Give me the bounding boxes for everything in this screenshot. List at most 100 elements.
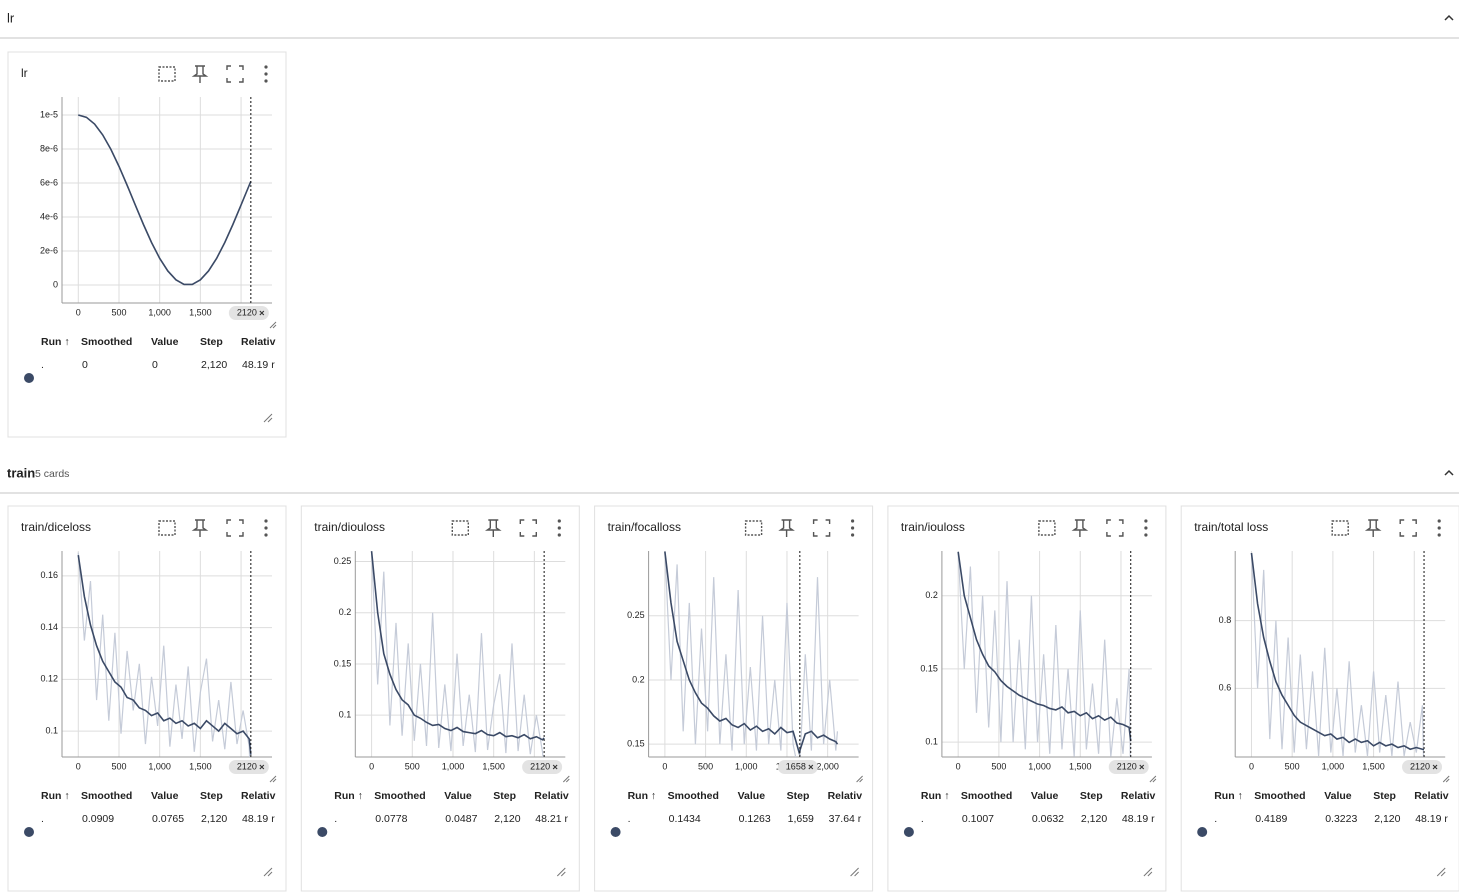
pin-button[interactable] bbox=[1071, 519, 1089, 537]
cursor-label: 1658 bbox=[786, 761, 806, 771]
cursor-badge[interactable] bbox=[1402, 760, 1443, 774]
cursor-close[interactable] bbox=[259, 310, 265, 316]
resize-handle bbox=[562, 775, 570, 783]
cursor-badge[interactable] bbox=[777, 760, 818, 774]
y-tick-label: 6e-6 bbox=[40, 177, 58, 187]
x-tick-label: 0 bbox=[76, 307, 81, 317]
x-tick-label: 1,500 bbox=[189, 307, 212, 317]
card: lr02e-64e-66e-68e-61e-505001,0001,5002,0… bbox=[7, 51, 287, 438]
fullscreen-button[interactable] bbox=[812, 519, 831, 537]
fit-domain-button[interactable] bbox=[1331, 520, 1349, 536]
table-header[interactable]: Relativ bbox=[1414, 790, 1449, 802]
pin-button[interactable] bbox=[484, 519, 502, 537]
table-header[interactable]: Value bbox=[1031, 790, 1059, 802]
table-header[interactable]: Smoothed bbox=[961, 790, 1012, 802]
table-cell: 1,659 bbox=[788, 813, 814, 825]
more-button[interactable] bbox=[1144, 519, 1148, 537]
more-button[interactable] bbox=[264, 65, 268, 83]
fit-domain-button[interactable] bbox=[1038, 520, 1056, 536]
resize-handle bbox=[856, 775, 863, 783]
x-tick-label: 500 bbox=[698, 761, 713, 771]
collapse-button[interactable] bbox=[1444, 469, 1454, 476]
run-color bbox=[1197, 827, 1208, 837]
table-header[interactable]: Step bbox=[1373, 790, 1396, 802]
more-button[interactable] bbox=[557, 519, 561, 537]
fit-domain-button[interactable] bbox=[451, 520, 469, 536]
card-frame bbox=[7, 505, 287, 892]
pin-button[interactable] bbox=[191, 519, 209, 537]
table-header[interactable]: Smoothed bbox=[374, 790, 425, 802]
card-toolbar bbox=[158, 65, 268, 83]
table-header[interactable]: Smoothed bbox=[1254, 790, 1305, 802]
series-line bbox=[957, 551, 1131, 757]
table-header[interactable]: Smoothed bbox=[81, 790, 132, 802]
dot bbox=[1144, 526, 1148, 530]
card: train/diceloss 0.1 0.12 0.14 0.16 0 500 1,000 1,… bbox=[7, 505, 287, 892]
pin-button[interactable] bbox=[778, 519, 795, 537]
dot bbox=[851, 526, 855, 530]
table-header[interactable]: Run ↑ bbox=[334, 790, 363, 802]
table-header[interactable]: Run ↑ bbox=[921, 790, 950, 802]
table-header[interactable]: Run ↑ bbox=[1214, 790, 1243, 802]
table-header[interactable]: Value bbox=[151, 336, 179, 348]
table-header[interactable]: Step bbox=[200, 336, 223, 348]
card-title: train/total loss bbox=[1194, 520, 1268, 534]
table-header[interactable]: Step bbox=[787, 790, 810, 802]
table-header[interactable]: Relativ bbox=[241, 336, 276, 348]
table-cell: 2,120 bbox=[1081, 813, 1107, 825]
fullscreen-button[interactable] bbox=[519, 519, 537, 537]
fit-domain-button[interactable] bbox=[158, 520, 176, 536]
header-shadow bbox=[0, 37, 1459, 39]
table-header[interactable]: Smoothed bbox=[668, 790, 719, 802]
cursor-close[interactable] bbox=[552, 764, 558, 770]
x-tick-label: 500 bbox=[111, 761, 126, 771]
cursor-badge[interactable] bbox=[522, 760, 563, 774]
dot bbox=[1437, 533, 1441, 537]
fullscreen-button[interactable] bbox=[226, 65, 244, 83]
cursor-close[interactable] bbox=[1432, 764, 1438, 770]
table-header[interactable]: Relativ bbox=[241, 790, 276, 802]
table-cell: 0.4189 bbox=[1255, 813, 1287, 825]
more-button[interactable] bbox=[264, 519, 268, 537]
card-toolbar bbox=[744, 519, 855, 537]
cursor-badge[interactable] bbox=[228, 306, 269, 320]
table-header[interactable]: Value bbox=[1324, 790, 1352, 802]
cursor-badge[interactable] bbox=[1108, 760, 1149, 774]
table-header[interactable]: Value bbox=[444, 790, 472, 802]
x-tick-label: 1,000 bbox=[1322, 761, 1345, 771]
more-button[interactable] bbox=[1437, 519, 1441, 537]
table-header[interactable]: Value bbox=[738, 790, 766, 802]
fullscreen-button[interactable] bbox=[226, 519, 244, 537]
y-tick-label: 0.12 bbox=[40, 674, 58, 684]
card-toolbar bbox=[451, 519, 561, 537]
fit-domain-button[interactable] bbox=[158, 66, 176, 82]
pin-button[interactable] bbox=[1364, 519, 1382, 537]
table-header[interactable]: Run ↑ bbox=[628, 790, 657, 802]
cursor-badge[interactable] bbox=[228, 760, 269, 774]
more-button[interactable] bbox=[851, 519, 855, 537]
cursor-close[interactable] bbox=[808, 764, 814, 770]
table-cell: 0.0909 bbox=[82, 813, 114, 825]
fullscreen-button[interactable] bbox=[1399, 519, 1417, 537]
collapse-button[interactable] bbox=[1444, 14, 1454, 21]
table-header[interactable]: Run ↑ bbox=[41, 790, 70, 802]
y-tick-label: 0.25 bbox=[334, 556, 352, 566]
table-header[interactable]: Smoothed bbox=[81, 336, 132, 348]
table-header[interactable]: Run ↑ bbox=[41, 336, 70, 348]
table-header[interactable]: Relativ bbox=[1121, 790, 1156, 802]
table-header[interactable]: Step bbox=[200, 790, 223, 802]
card-frame bbox=[300, 505, 580, 892]
pin-button[interactable] bbox=[191, 65, 209, 83]
fullscreen-button[interactable] bbox=[1106, 519, 1124, 537]
table-header[interactable]: Step bbox=[1080, 790, 1103, 802]
series-line bbox=[77, 552, 251, 757]
cursor-close[interactable] bbox=[1139, 764, 1145, 770]
table-header[interactable]: Relativ bbox=[534, 790, 569, 802]
table-header[interactable]: Value bbox=[151, 790, 179, 802]
table-header[interactable]: Step bbox=[493, 790, 516, 802]
cursor-close[interactable] bbox=[259, 764, 265, 770]
header-shadow bbox=[0, 492, 1459, 494]
series-line bbox=[77, 555, 252, 755]
table-header[interactable]: Relativ bbox=[828, 790, 863, 802]
fit-domain-button[interactable] bbox=[744, 520, 763, 536]
